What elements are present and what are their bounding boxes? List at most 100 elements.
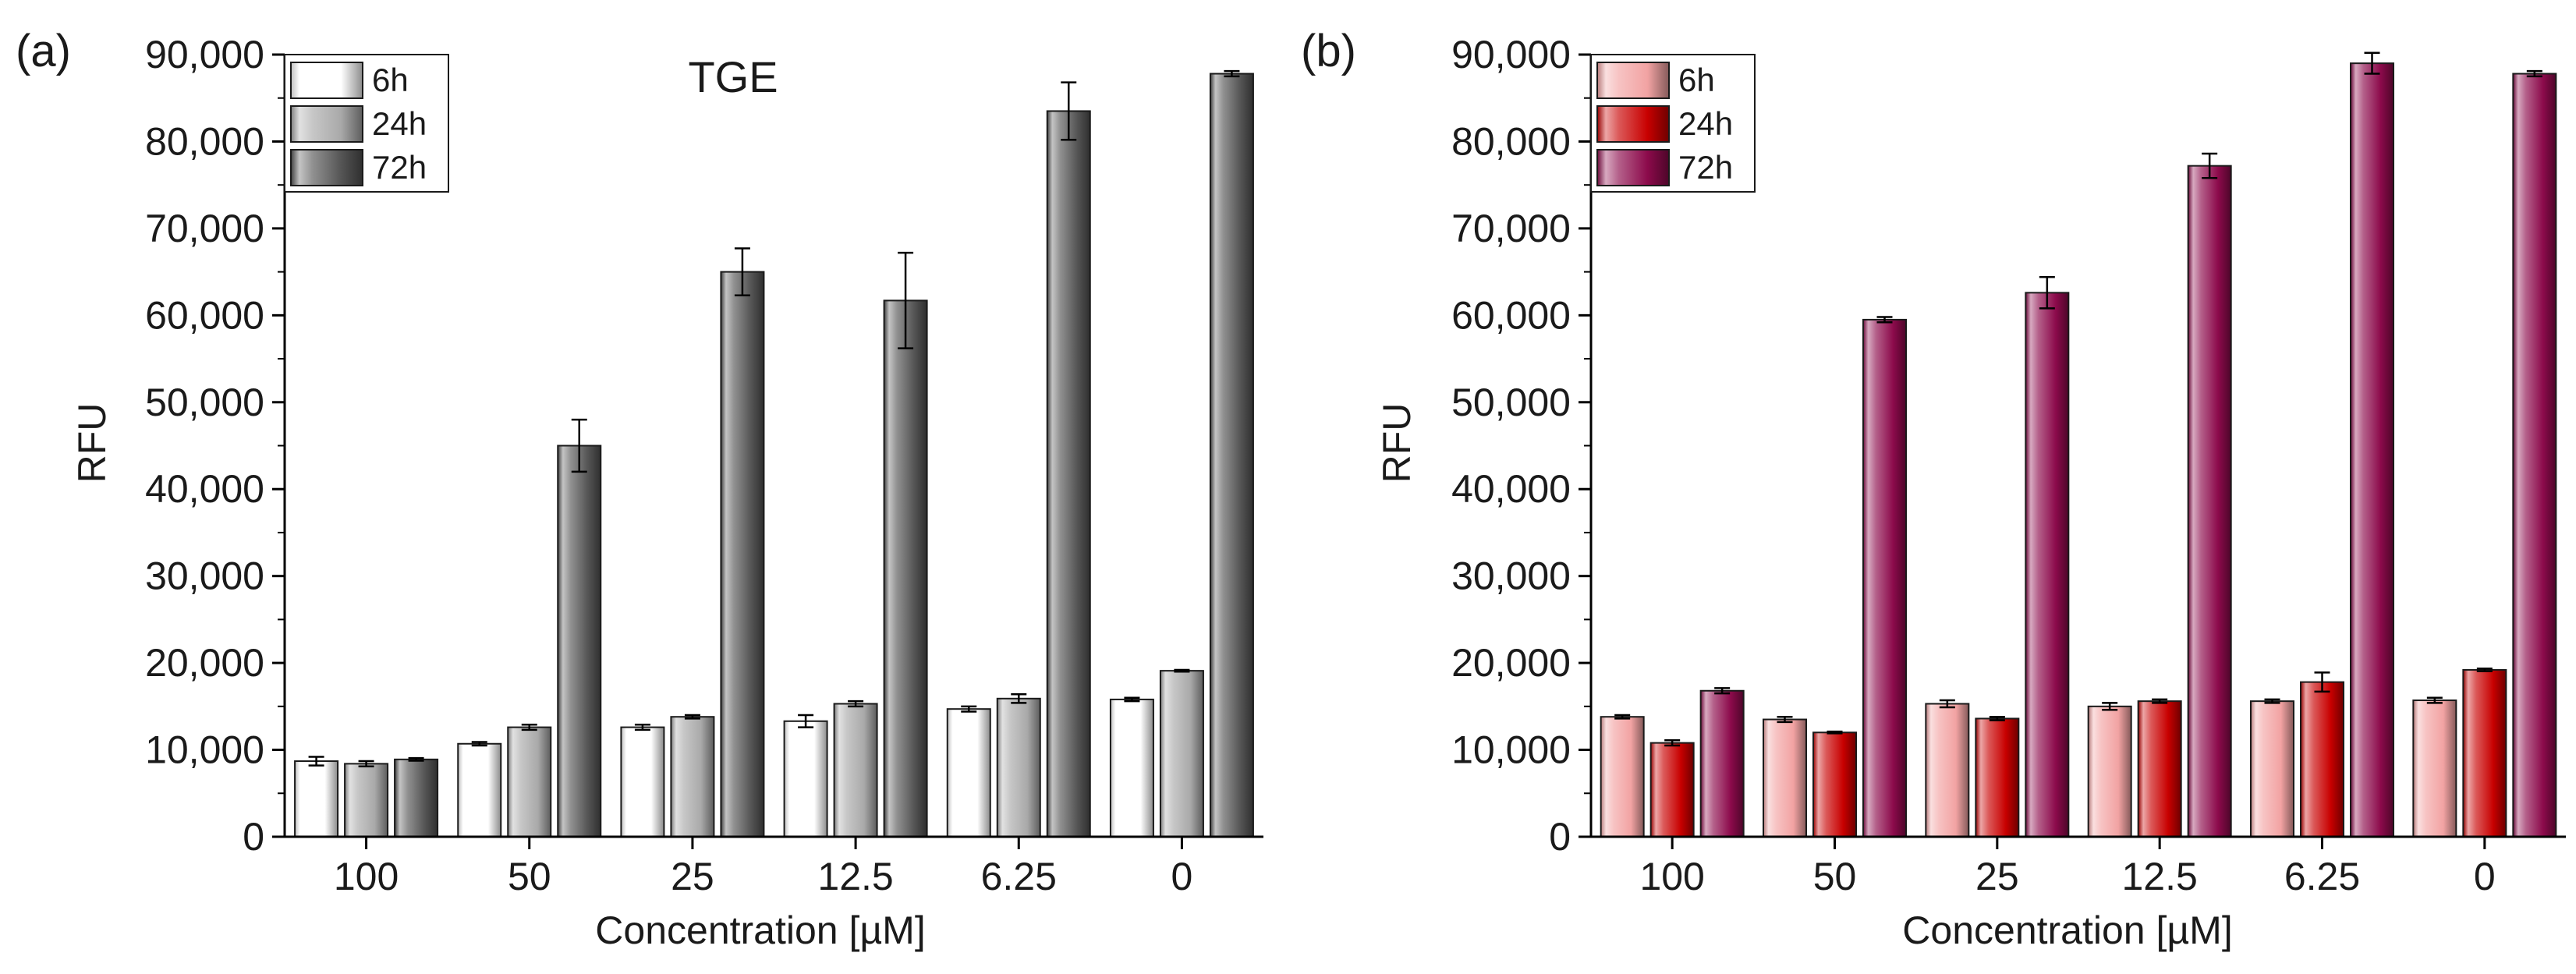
bar-24h-100 [344, 763, 389, 838]
bar-24h-50 [507, 726, 552, 838]
x-tick-label: 100 [1639, 855, 1704, 898]
error-bar-6h-100 [308, 756, 324, 767]
error-bar-24h-6.25 [1011, 692, 1027, 704]
error-bar-6h-6.25 [961, 705, 977, 713]
error-bar-24h-100 [1664, 739, 1681, 747]
bar-6h-50 [457, 742, 502, 838]
bar-24h-25 [1975, 717, 2020, 838]
error-bar-72h-6.25 [1061, 81, 1077, 141]
plot-area: 0 10,000 20,000 30,000 40,000 50,000 60,000 70,… [1451, 33, 2566, 898]
y-axis-title: RFU [1375, 403, 1419, 483]
x-tick-label: 25 [1975, 855, 2019, 898]
error-bar-24h-50 [1827, 730, 1843, 735]
error-bar-6h-25 [634, 723, 650, 731]
error-bar-72h-12.5 [898, 251, 914, 349]
chart-title: TGE [688, 52, 778, 101]
bar-72h-100 [1699, 689, 1745, 838]
legend-label-24h: 24h [372, 105, 427, 142]
legend-swatch-72h [1596, 149, 1670, 186]
x-tick-label: 12.5 [817, 855, 893, 898]
error-bar-6h-50 [1777, 715, 1793, 724]
error-bar-72h-25 [734, 247, 750, 296]
chart-panel-b: (b) Concentration [µM] RFU 0 10,000 20,000… [1301, 26, 2566, 952]
bar-72h-12.5 [883, 299, 928, 838]
x-tick-label: 50 [1813, 855, 1857, 898]
bar-72h-0 [1209, 73, 1254, 838]
bar-24h-100 [1649, 742, 1695, 838]
bar-72h-6.25 [1046, 110, 1091, 838]
bar-24h-6.25 [996, 697, 1041, 838]
error-bar-24h-6.25 [2314, 671, 2330, 693]
y-tick-label: 30,000 [1451, 554, 1571, 598]
error-bar-24h-25 [1989, 715, 2005, 721]
bar-24h-25 [670, 716, 715, 838]
bar-72h-100 [394, 758, 439, 838]
chart-panel-a: (a) TGE Concentration [µM] RFU 0 10,000 20… [16, 26, 1263, 952]
bar-6h-25 [620, 726, 665, 838]
bar-6h-6.25 [2250, 700, 2294, 838]
error-bar-24h-100 [358, 760, 374, 767]
error-bar-72h-0 [1224, 69, 1240, 78]
y-tick-label: 30,000 [145, 554, 264, 598]
error-bar-72h-0 [2526, 69, 2542, 78]
legend-label-72h: 72h [372, 149, 427, 186]
legend-swatch-24h [290, 105, 363, 143]
x-tick-label: 100 [334, 855, 399, 898]
bar-6h-100 [1600, 716, 1645, 838]
error-bar-72h-6.25 [2364, 51, 2380, 75]
bar-6h-12.5 [783, 720, 828, 838]
y-tick-label: 70,000 [145, 207, 264, 250]
error-bar-24h-25 [684, 714, 700, 720]
y-tick-label: 20,000 [145, 641, 264, 685]
error-bar-6h-12.5 [2102, 702, 2118, 711]
y-tick-label: 0 [1549, 815, 1571, 859]
y-tick-label: 10,000 [145, 728, 264, 772]
bar-6h-6.25 [946, 708, 991, 838]
x-tick-label: 50 [508, 855, 551, 898]
legend: 6h 24h 72h [284, 54, 449, 193]
error-bar-6h-12.5 [798, 714, 814, 728]
legend-swatch-24h [1596, 105, 1670, 143]
error-bar-6h-50 [471, 741, 487, 747]
legend-swatch-6h [1596, 62, 1670, 99]
error-bar-72h-50 [571, 418, 587, 473]
x-axis-title: Concentration [µM] [1902, 908, 2232, 952]
y-tick-label: 60,000 [1451, 293, 1571, 337]
error-bar-24h-12.5 [848, 700, 864, 708]
bar-72h-50 [557, 444, 602, 838]
y-tick-label: 80,000 [145, 119, 264, 163]
y-tick-label: 40,000 [1451, 467, 1571, 511]
bar-72h-25 [2025, 292, 2070, 838]
error-bar-72h-50 [1876, 316, 1893, 324]
x-tick-label: 12.5 [2122, 855, 2198, 898]
error-bar-72h-25 [2039, 276, 2055, 310]
bar-24h-12.5 [833, 703, 878, 838]
bar-72h-0 [2512, 73, 2557, 838]
bar-6h-25 [1925, 703, 1970, 838]
bar-6h-100 [294, 760, 339, 838]
bar-24h-0 [1159, 670, 1204, 838]
y-tick-label: 40,000 [145, 467, 264, 511]
error-bar-72h-100 [1714, 687, 1731, 695]
legend-label-24h: 24h [1678, 105, 1733, 142]
y-tick-label: 90,000 [145, 33, 264, 76]
y-tick-label: 50,000 [145, 381, 264, 424]
legend-label-6h: 6h [1678, 62, 1715, 98]
error-bar-72h-12.5 [2202, 152, 2218, 179]
y-tick-label: 80,000 [1451, 119, 1571, 163]
bar-24h-6.25 [2300, 681, 2344, 838]
y-tick-label: 20,000 [1451, 641, 1571, 685]
bar-72h-25 [720, 271, 765, 838]
y-tick-label: 90,000 [1451, 33, 1571, 76]
legend: 6h 24h 72h [1590, 54, 1756, 193]
y-tick-label: 10,000 [1451, 728, 1571, 772]
bar-6h-0 [1109, 698, 1154, 838]
y-tick-label: 70,000 [1451, 207, 1571, 250]
legend-label-72h: 72h [1678, 149, 1733, 186]
x-tick-label: 0 [2474, 855, 2496, 898]
bar-6h-0 [2412, 700, 2457, 838]
bar-6h-50 [1763, 718, 1807, 838]
error-bar-6h-6.25 [2264, 698, 2280, 704]
bar-24h-50 [1812, 731, 1857, 838]
